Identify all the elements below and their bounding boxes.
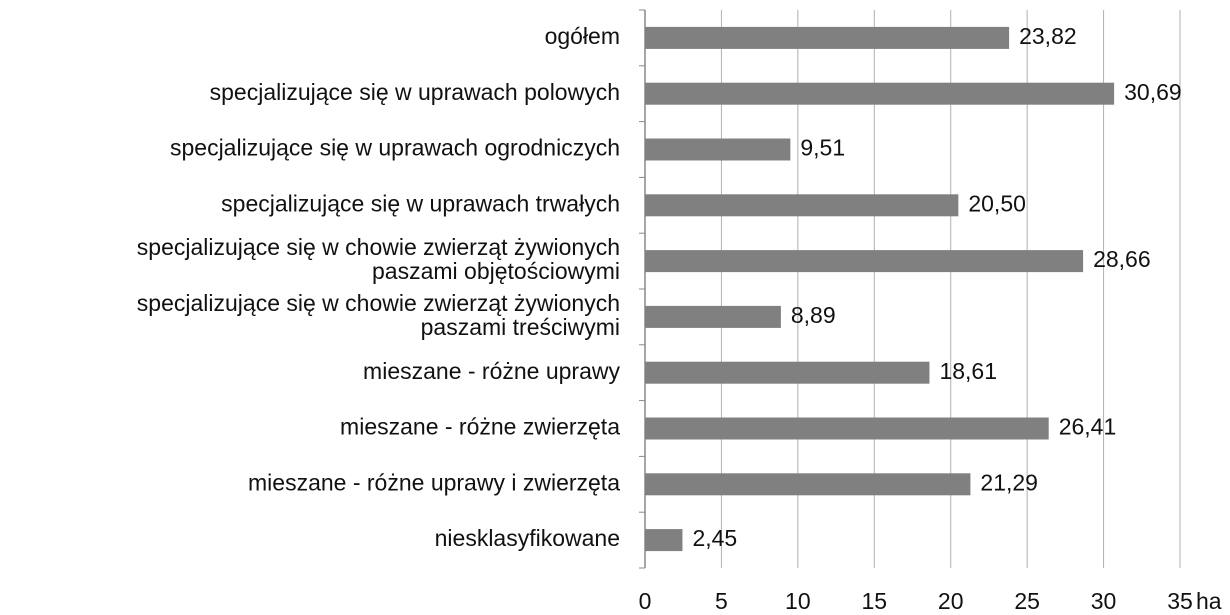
value-label: 2,45 xyxy=(692,525,737,551)
bar xyxy=(645,361,930,384)
x-axis-label: ha xyxy=(1196,588,1222,614)
value-label: 20,50 xyxy=(968,190,1026,216)
category-label: mieszane - różne zwierzęta xyxy=(340,414,620,440)
category-label: mieszane - różne uprawy xyxy=(363,358,620,384)
category-label: specjalizujące się w chowie zwierząt żyw… xyxy=(137,290,620,340)
category-label: specjalizujące się w chowie zwierząt żyw… xyxy=(137,234,620,284)
bar xyxy=(645,305,781,328)
bar xyxy=(645,26,1010,49)
bar xyxy=(645,194,959,217)
bar xyxy=(645,529,683,552)
bar xyxy=(645,417,1049,440)
category-label: specjalizujące się w uprawach polowych xyxy=(210,79,620,105)
bar xyxy=(645,82,1115,105)
value-label: 21,29 xyxy=(980,469,1038,495)
x-tick-label: 15 xyxy=(861,588,887,614)
value-label: 30,69 xyxy=(1124,79,1182,105)
x-tick-label: 25 xyxy=(1014,588,1040,614)
value-label: 28,66 xyxy=(1093,246,1151,272)
category-label: niesklasyfikowane xyxy=(435,525,620,551)
x-tick-label: 20 xyxy=(938,588,964,614)
x-tick-label: 30 xyxy=(1091,588,1117,614)
x-tick-label: 10 xyxy=(785,588,811,614)
value-label: 8,89 xyxy=(791,302,836,328)
bar xyxy=(645,473,971,496)
x-tick-label: 35 xyxy=(1167,588,1193,614)
value-label: 9,51 xyxy=(800,135,845,161)
category-label: specjalizujące się w uprawach ogrodniczy… xyxy=(170,135,620,161)
bar xyxy=(645,250,1084,273)
bar xyxy=(645,138,791,161)
value-label: 18,61 xyxy=(939,358,997,384)
value-label: 23,82 xyxy=(1019,23,1077,49)
category-label: specjalizujące się w uprawach trwałych xyxy=(221,190,620,216)
x-tick-label: 0 xyxy=(639,588,652,614)
x-tick-label: 5 xyxy=(715,588,728,614)
category-label: mieszane - różne uprawy i zwierzęta xyxy=(248,469,620,495)
value-label: 26,41 xyxy=(1059,414,1117,440)
category-label: ogółem xyxy=(545,23,620,49)
